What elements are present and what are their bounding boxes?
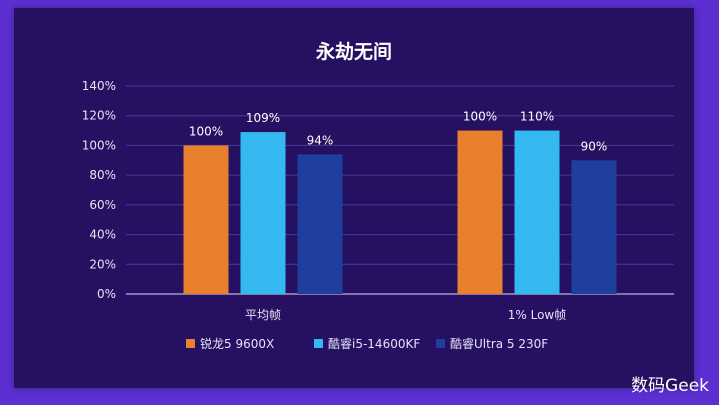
data-label: 94%: [307, 133, 334, 147]
bar: [571, 160, 617, 294]
y-tick-label: 120%: [82, 109, 116, 123]
chart-title: 永劫无间: [315, 40, 392, 63]
y-tick-label: 40%: [89, 228, 116, 242]
y-axis-ticks: 0% 20% 40% 60% 80% 100% 120% 140%: [82, 79, 116, 301]
legend-label: 酷睿i5-14600KF: [328, 336, 420, 351]
bar: [514, 130, 560, 294]
y-tick-label: 0%: [97, 287, 116, 301]
legend-label: 酷睿Ultra 5 230F: [450, 336, 548, 351]
legend: 锐龙5 9600X 酷睿i5-14600KF 酷睿Ultra 5 230F: [186, 336, 548, 351]
y-tick-label: 140%: [82, 79, 116, 93]
y-tick-label: 60%: [89, 198, 116, 212]
category-label: 平均帧: [245, 308, 281, 322]
legend-swatch: [436, 339, 445, 348]
chart-panel: 永劫无间 0% 20% 40% 60% 80% 100% 120% 140% 100% 109%…: [14, 8, 694, 388]
bar: [183, 145, 229, 294]
data-label: 90%: [581, 139, 608, 153]
bars: [183, 130, 617, 294]
watermark-text: 数码Geek: [631, 376, 709, 396]
y-tick-label: 100%: [82, 138, 116, 152]
bar: [457, 130, 503, 294]
data-label: 100%: [189, 124, 223, 138]
category-label: 1% Low帧: [508, 308, 566, 322]
bar: [297, 154, 343, 294]
legend-label: 锐龙5 9600X: [200, 337, 274, 351]
y-tick-label: 80%: [89, 168, 116, 182]
legend-swatch: [186, 339, 195, 348]
data-labels: 100% 109% 94% 100% 110% 90%: [189, 110, 607, 154]
data-label: 100%: [463, 110, 497, 124]
data-label: 110%: [520, 110, 554, 124]
y-tick-label: 20%: [89, 257, 116, 271]
bar: [240, 132, 286, 294]
bar-chart: 永劫无间 0% 20% 40% 60% 80% 100% 120% 140% 100% 109%…: [82, 40, 674, 351]
x-axis-categories: 平均帧 1% Low帧: [245, 308, 566, 322]
legend-swatch: [314, 339, 323, 348]
data-label: 109%: [246, 111, 280, 125]
